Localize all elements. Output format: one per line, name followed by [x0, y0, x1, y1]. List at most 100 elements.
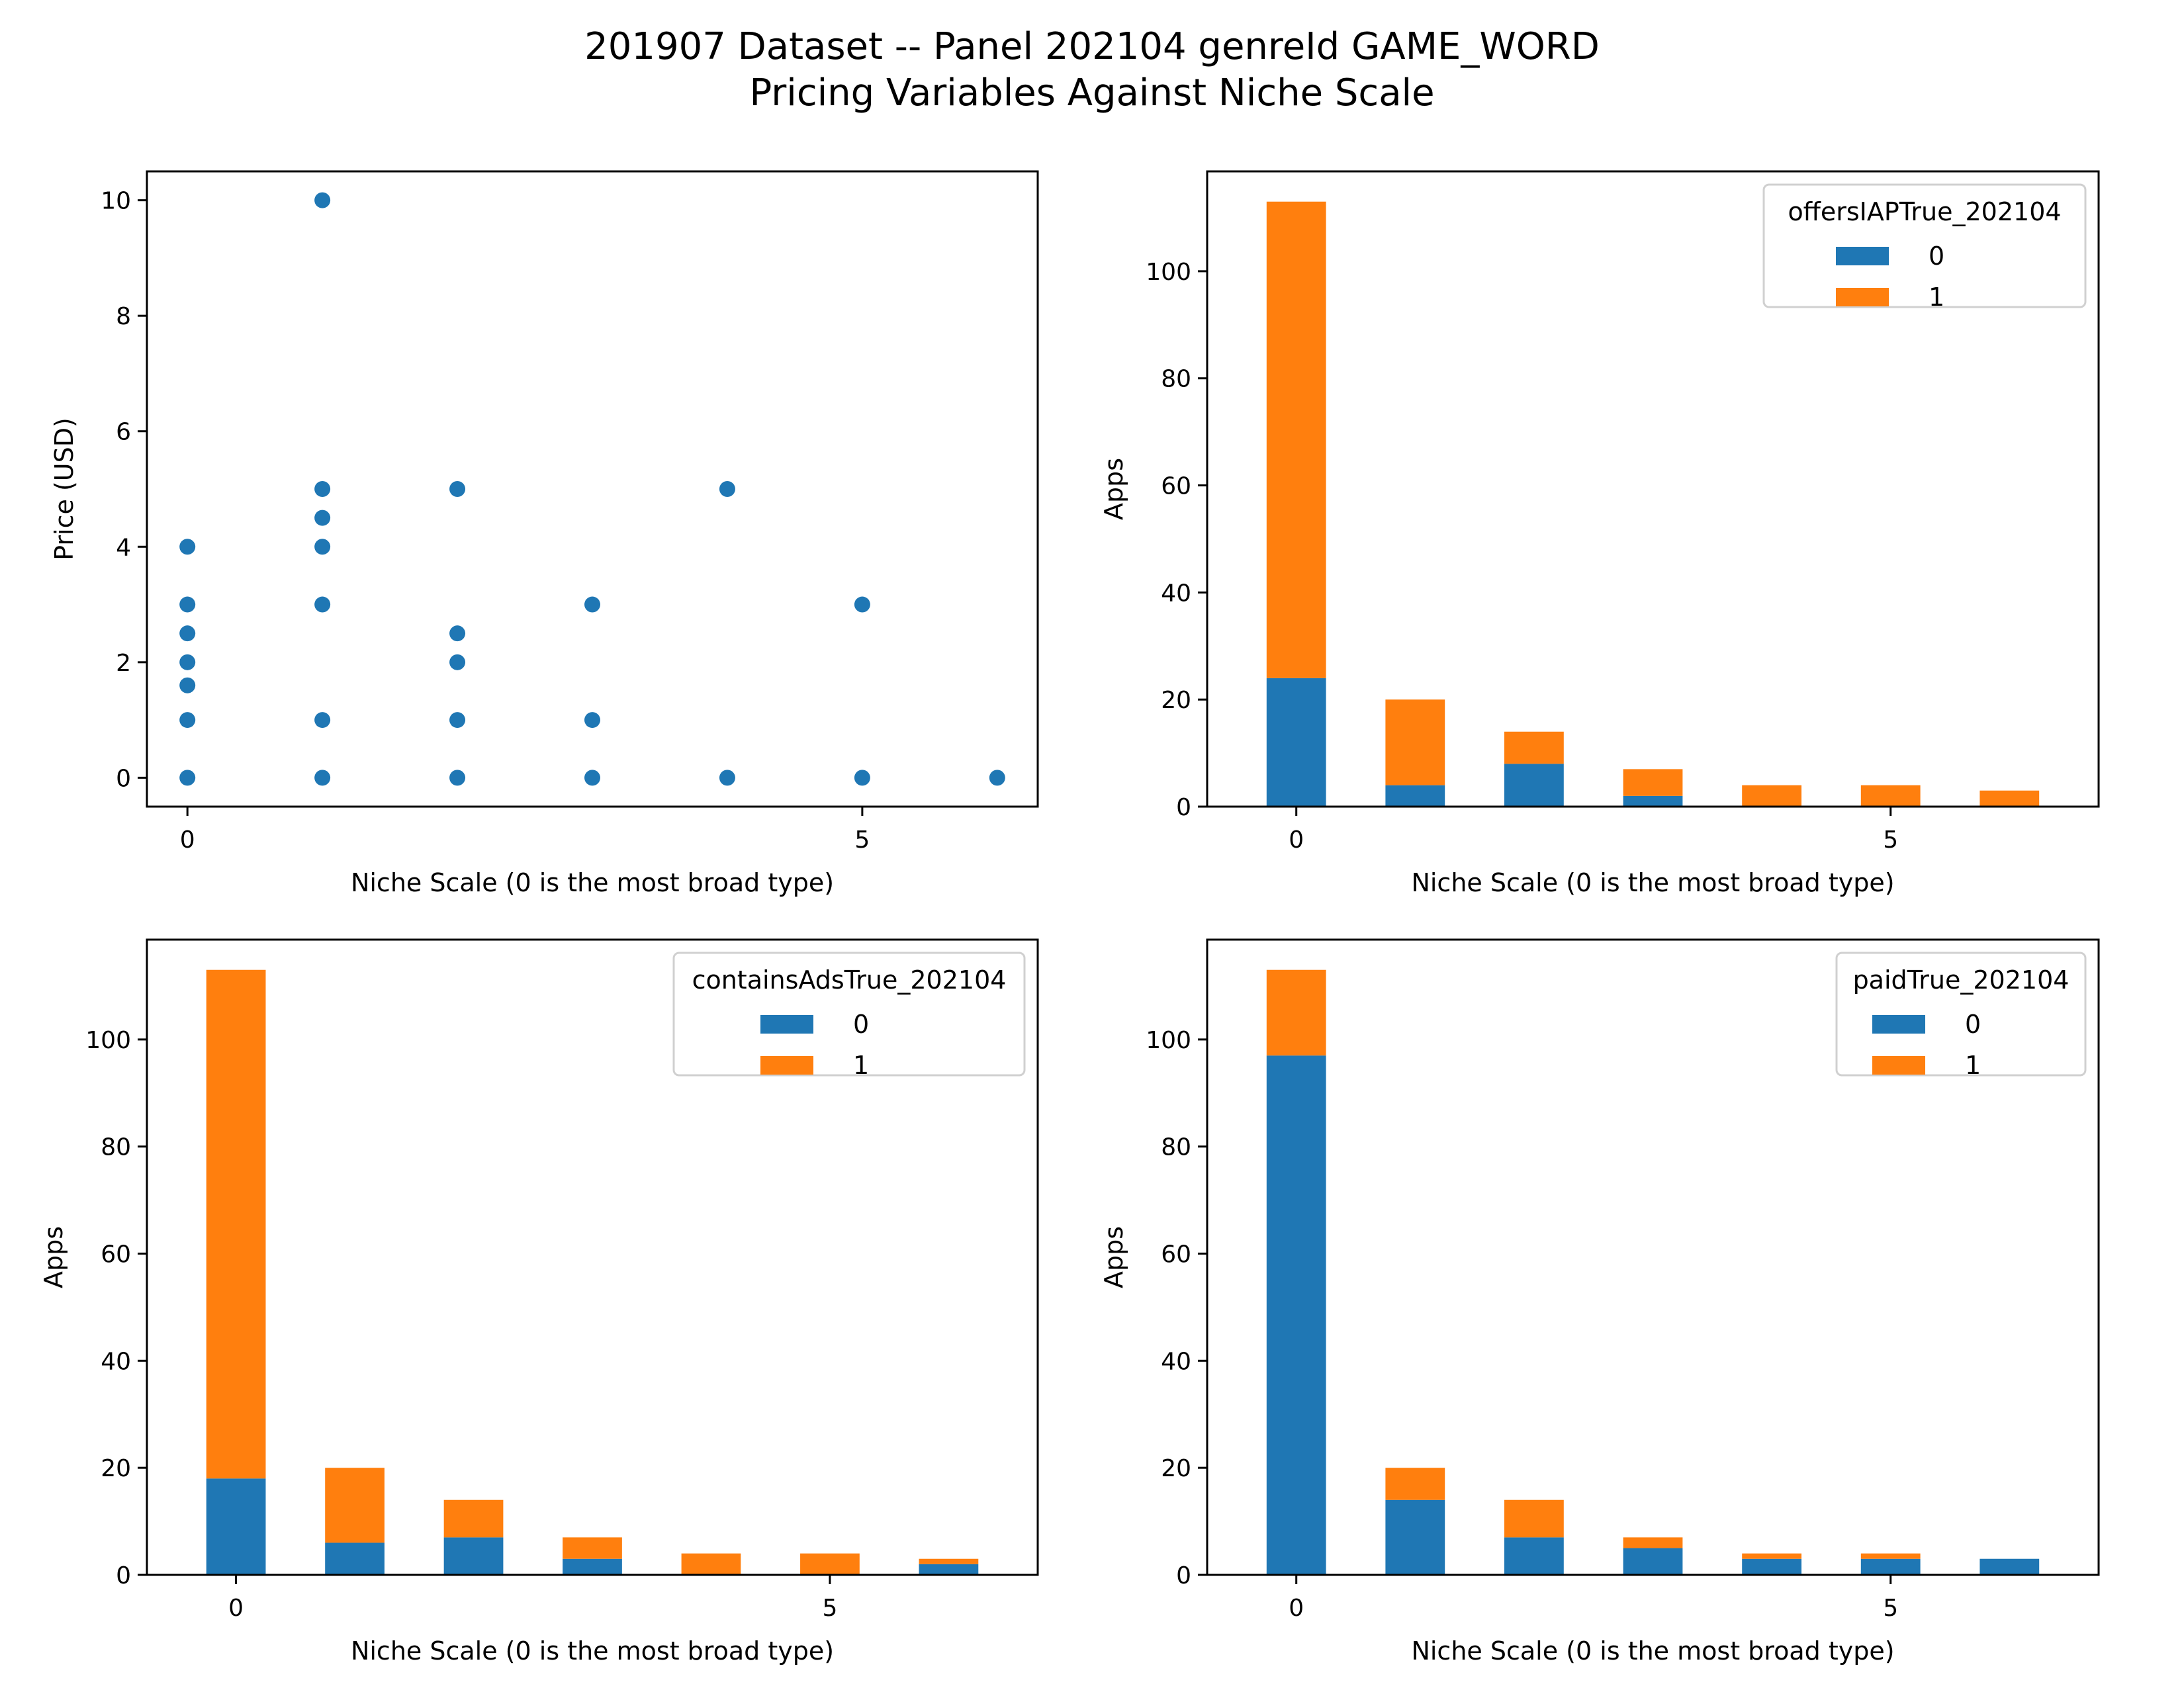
bar-series0-cat4 — [1742, 1558, 1801, 1575]
y-tick-label: 20 — [101, 1455, 131, 1482]
bar-series0-cat1 — [1385, 1499, 1445, 1575]
legend: offersIAPTrue_202104 0 1 — [1762, 183, 2087, 312]
bar-series1-cat3 — [1623, 769, 1683, 796]
y-tick-label: 4 — [116, 534, 131, 561]
scatter-point-14 — [449, 770, 466, 786]
scatter-point-19 — [584, 770, 600, 786]
x-tick-label: 0 — [1289, 1595, 1304, 1622]
legend-title: containsAdsTrue_202104 — [692, 965, 1007, 995]
scatter-point-16 — [449, 654, 466, 670]
legend-label-0: 0 — [853, 1010, 869, 1039]
chart-panel-2: 0 5 0 20 40 60 80 100 Niche Scale (0 is the most… — [1099, 170, 2100, 897]
scatter-point-10 — [314, 539, 331, 555]
legend-label-1: 1 — [1965, 1051, 1981, 1080]
y-tick-label: 0 — [116, 765, 131, 792]
y-tick-label: 60 — [1161, 1241, 1191, 1268]
bar-series0-cat3 — [1623, 1548, 1683, 1575]
x-axis-label: Niche Scale (0 is the most broad type) — [351, 1636, 834, 1666]
y-tick-label: 40 — [1161, 1348, 1191, 1375]
y-tick-label: 100 — [1146, 1027, 1191, 1054]
y-tick-label: 20 — [1161, 1455, 1191, 1482]
legend-label-1: 1 — [1929, 283, 1944, 312]
legend-label-0: 0 — [1929, 242, 1944, 271]
bar-series1-cat6 — [919, 1558, 979, 1564]
legend-swatch-0 — [760, 1015, 813, 1034]
bar-series0-cat1 — [1385, 785, 1445, 807]
legend: containsAdsTrue_202104 0 1 — [672, 952, 1026, 1080]
scatter-point-8 — [314, 712, 331, 729]
scatter-point-23 — [719, 481, 735, 497]
bar-series1-cat3 — [1623, 1537, 1683, 1548]
scatter-point-2 — [179, 677, 196, 693]
y-tick-label: 80 — [1161, 366, 1191, 393]
bar-series0-cat3 — [563, 1558, 622, 1575]
y-tick-label: 100 — [1146, 259, 1191, 286]
y-tick-label: 0 — [1176, 1562, 1191, 1589]
y-tick-label: 6 — [116, 419, 131, 446]
x-tick-label: 0 — [228, 1595, 244, 1622]
y-axis-label: Price (USD) — [50, 418, 79, 560]
bar-series1-cat2 — [1504, 731, 1564, 764]
scatter-point-7 — [314, 770, 331, 786]
legend-swatch-0 — [1836, 247, 1889, 265]
y-axis-label: Apps — [1099, 458, 1128, 520]
bar-series1-cat6 — [1979, 790, 2040, 807]
legend-swatch-0 — [1872, 1015, 1925, 1034]
legend-box — [1762, 183, 2087, 308]
bar-series1-cat5 — [1860, 785, 1921, 807]
scatter-point-1 — [179, 712, 196, 729]
x-tick-label: 5 — [822, 1595, 837, 1622]
scatter-point-20 — [584, 712, 600, 729]
y-tick-label: 100 — [85, 1027, 131, 1054]
bar-series0-cat2 — [443, 1537, 504, 1575]
scatter-point-25 — [854, 596, 870, 613]
scatter-point-12 — [314, 481, 331, 497]
figure-title: 201907 Dataset -- Panel 202104 genreId G… — [0, 24, 2184, 116]
scatter-point-22 — [719, 770, 735, 786]
x-axis-label: Niche Scale (0 is the most broad type) — [1411, 868, 1894, 897]
scatter-point-13 — [314, 192, 331, 208]
scatter-point-4 — [179, 625, 196, 642]
legend-swatch-1 — [760, 1056, 813, 1075]
axes-frame — [146, 938, 1039, 1576]
bar-series0-cat5 — [1860, 1558, 1921, 1575]
scatter-point-0 — [179, 770, 196, 786]
scatter-point-6 — [179, 539, 196, 555]
bar-series0-cat3 — [1623, 795, 1683, 807]
chart-panel-4: 0 5 0 20 40 60 80 100 Niche Scale (0 is the most… — [1099, 938, 2100, 1666]
axes-frame — [146, 170, 1039, 808]
y-tick-label: 80 — [101, 1134, 131, 1161]
scatter-point-17 — [449, 625, 466, 642]
scatter-point-21 — [584, 596, 600, 613]
scatter-point-9 — [314, 596, 331, 613]
bar-series0-cat0 — [206, 1478, 266, 1575]
figure-title-line-1: 201907 Dataset -- Panel 202104 genreId G… — [584, 25, 1600, 68]
y-tick-label: 60 — [1161, 473, 1191, 500]
x-tick-label: 0 — [1289, 826, 1304, 854]
bar-series0-cat0 — [1266, 1055, 1326, 1575]
figure-title-line-2: Pricing Variables Against Niche Scale — [749, 71, 1435, 114]
y-tick-label: 60 — [101, 1241, 131, 1268]
y-tick-label: 40 — [1161, 580, 1191, 607]
scatter-point-3 — [179, 654, 196, 670]
bar-series1-cat0 — [206, 969, 266, 1479]
bar-series1-cat3 — [563, 1537, 622, 1559]
bar-series1-cat2 — [1504, 1499, 1564, 1538]
legend-title: paidTrue_202104 — [1853, 965, 2070, 995]
y-tick-label: 40 — [101, 1348, 131, 1375]
bar-series1-cat0 — [1266, 969, 1326, 1056]
scatter-point-15 — [449, 712, 466, 729]
bar-series0-cat0 — [1266, 678, 1326, 807]
scatter-point-26 — [989, 770, 1005, 786]
bar-series1-cat4 — [681, 1553, 741, 1575]
bar-series1-cat5 — [800, 1553, 860, 1575]
x-axis-label: Niche Scale (0 is the most broad type) — [1411, 1636, 1894, 1666]
scatter-point-18 — [449, 481, 466, 497]
bar-series0-cat1 — [325, 1542, 385, 1575]
legend-swatch-1 — [1836, 288, 1889, 306]
legend-title: offersIAPTrue_202104 — [1788, 197, 2061, 226]
y-tick-label: 8 — [116, 303, 131, 330]
legend-box — [1835, 952, 2087, 1077]
